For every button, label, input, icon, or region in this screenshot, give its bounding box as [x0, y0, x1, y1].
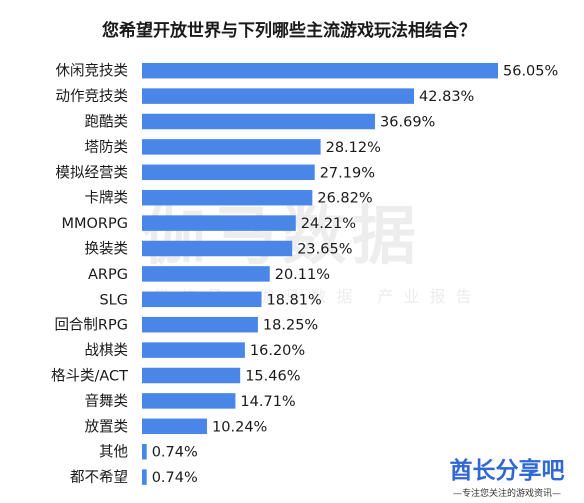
category-label: 卡牌类 [85, 190, 129, 207]
category-label: SLG [99, 292, 128, 308]
bars-group: 休闲竞技类 56.05% 动作竞技类 42.83% 跑酷类 36.69% 塔防类 28.12%… [51, 62, 558, 486]
value-label: 18.25% [263, 318, 318, 334]
category-label: 格斗类/ACT [51, 368, 128, 385]
category-label: 模拟经营类 [56, 164, 129, 181]
value-label: 24.21% [301, 216, 356, 232]
bar [142, 113, 376, 130]
chart-title: 您希望开放世界与下列哪些主流游戏玩法相结合？ [102, 20, 476, 41]
bar [142, 316, 258, 333]
value-label: 23.65% [297, 242, 352, 258]
category-label: 都不希望 [70, 469, 128, 486]
bar [142, 62, 498, 79]
value-label: 56.05% [503, 64, 558, 80]
value-label: 28.12% [326, 140, 381, 156]
bar [142, 443, 147, 460]
bar [142, 418, 208, 435]
value-label: 14.71% [240, 394, 295, 410]
logo: 酋长分享吧 —专注您关注的游戏资讯— [450, 457, 565, 499]
category-label: 回合制RPG [54, 317, 128, 334]
category-label: 塔防类 [85, 139, 129, 156]
bar [142, 164, 315, 181]
value-label: 10.24% [212, 419, 267, 435]
value-label: 0.74% [152, 470, 198, 486]
logo-tagline: —专注您关注的游戏资讯— [453, 487, 561, 499]
category-label: 跑酷类 [85, 114, 129, 131]
category-label: 战棋类 [85, 342, 129, 359]
value-label: 18.81% [266, 292, 321, 308]
category-label: 动作竞技类 [56, 87, 129, 105]
bar [142, 240, 293, 257]
bar [142, 367, 241, 384]
value-label: 16.20% [250, 343, 305, 359]
category-label: 音舞类 [85, 393, 129, 410]
value-label: 36.69% [380, 115, 435, 131]
bar [142, 215, 296, 231]
category-label: 其他 [99, 444, 128, 461]
value-label: 20.11% [275, 267, 330, 283]
category-label: 放置类 [85, 418, 129, 435]
value-label: 15.46% [245, 369, 300, 385]
value-label: 26.82% [317, 191, 372, 207]
category-label: 换装类 [85, 241, 129, 258]
logo-name: 酋长分享吧 [450, 457, 565, 484]
watermark-main: 伽马数据 [142, 200, 422, 274]
bar [142, 88, 415, 104]
category-label: ARPG [88, 267, 128, 283]
bar [142, 393, 236, 409]
bar [142, 469, 147, 485]
bar [142, 342, 245, 358]
bar [142, 189, 313, 206]
value-label: 42.83% [419, 89, 474, 105]
value-label: 27.19% [320, 165, 375, 181]
bar [142, 291, 262, 308]
category-label: 休闲竞技类 [56, 62, 129, 80]
bar [142, 139, 321, 155]
bar [142, 266, 270, 282]
value-label: 0.74% [152, 445, 198, 461]
category-label: MMORPG [62, 216, 129, 232]
